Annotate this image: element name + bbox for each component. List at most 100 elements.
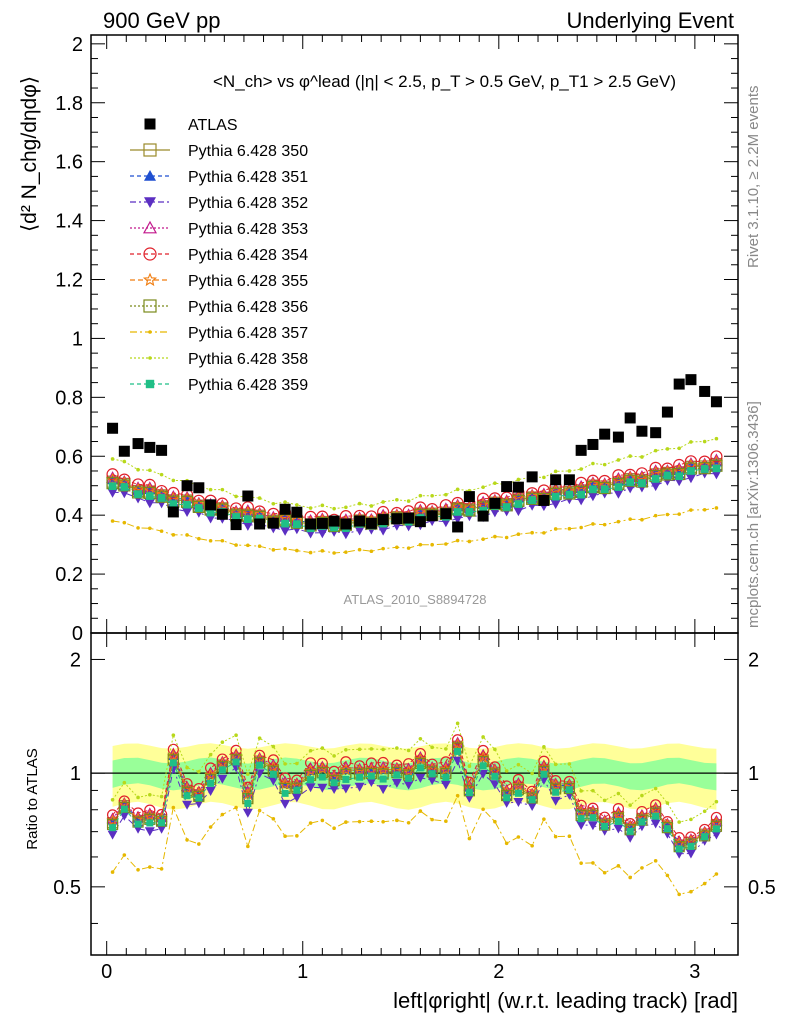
ratio-series-point <box>339 763 352 776</box>
ratio-series-point <box>661 822 674 834</box>
ratio-series-point <box>308 821 313 825</box>
ratio-series-point <box>530 843 534 848</box>
series-point <box>418 542 423 547</box>
atlas-point <box>354 515 366 527</box>
series-point <box>406 546 411 550</box>
ratio-series-point <box>107 830 118 840</box>
ratio-series-point <box>330 779 338 787</box>
ratio-series-point <box>377 763 390 775</box>
atlas-point <box>279 503 291 515</box>
ratio-series-point <box>702 881 707 886</box>
series-point <box>626 478 635 487</box>
atlas-point <box>328 515 340 527</box>
series-point <box>369 549 374 554</box>
series-point <box>444 492 448 497</box>
legend-marker-atlas <box>144 118 156 130</box>
atlas-point <box>377 514 389 526</box>
ratio-series-point <box>702 809 707 814</box>
series-point <box>677 446 681 451</box>
ratio-series-point <box>159 794 164 799</box>
ratio-series-point <box>542 745 546 749</box>
series-point <box>148 468 152 473</box>
main-ytick-label: 1.8 <box>55 93 83 115</box>
ratio-series-point <box>148 792 152 797</box>
ratio-series-point <box>367 772 375 780</box>
ratio-series-point <box>452 734 464 746</box>
series-point <box>122 520 127 525</box>
ratio-series-point <box>377 756 389 769</box>
legend-marker <box>143 299 157 313</box>
series-point <box>136 526 140 530</box>
ratio-series-point <box>205 786 216 796</box>
series-point <box>689 440 693 444</box>
ratio-series-point <box>550 796 561 806</box>
series-point <box>241 505 255 519</box>
atlas-point <box>599 428 611 440</box>
series-point <box>293 520 301 529</box>
ratio-series-point <box>208 752 213 757</box>
ratio-series-point <box>357 747 362 752</box>
ratio-series-point <box>626 827 634 835</box>
atlas-point <box>216 508 228 520</box>
series-point <box>171 478 176 483</box>
ratio-series-point <box>281 789 289 797</box>
series-point <box>675 472 684 481</box>
ratio-series-point <box>204 768 217 781</box>
ratio-series-point <box>685 849 696 859</box>
series-point <box>663 471 672 480</box>
ratio-series-point <box>542 817 546 821</box>
series-point <box>565 490 574 499</box>
ratio-series-point <box>403 780 414 790</box>
series-point <box>653 448 658 453</box>
series-point <box>577 490 586 499</box>
series-point <box>271 501 276 506</box>
ratio-series-point <box>158 819 166 827</box>
ratio-series-point <box>308 748 313 753</box>
series-point <box>108 482 117 491</box>
series-point <box>500 491 513 504</box>
series-point <box>651 475 660 483</box>
series-point <box>242 521 254 531</box>
ratio-series-point <box>712 825 720 833</box>
atlas-point <box>575 444 587 456</box>
legend-marker <box>142 220 158 234</box>
ratio-series-point <box>366 777 377 787</box>
rivet-label: Rivet 3.1.10, ≥ 2.2M events <box>745 85 762 269</box>
series-point <box>614 483 623 491</box>
ratio-series-point <box>369 747 374 751</box>
legend-marker <box>143 247 157 261</box>
atlas-point <box>685 374 697 386</box>
series-point <box>516 477 521 482</box>
ratio-series-point <box>477 750 490 763</box>
legend-marker <box>148 330 152 334</box>
series-point <box>430 493 434 498</box>
atlas-point <box>440 508 452 520</box>
ratio-series-point <box>714 872 719 876</box>
atlas-point <box>118 445 130 457</box>
main-panel: 0 0.2 0.4 0.6 0.8 1 1.2 1.4 1.6 1.8 2 ⟨d² N_chg/dηd… <box>18 34 739 645</box>
ratio-series-point <box>159 867 164 871</box>
ratio-series-line <box>112 746 717 848</box>
ratio-series-point <box>416 764 424 772</box>
series-point <box>295 503 299 507</box>
series-point <box>295 548 299 553</box>
atlas-point <box>193 482 205 494</box>
series-point <box>118 479 131 492</box>
series-point <box>106 468 119 481</box>
ratio-series-point <box>291 793 302 803</box>
ratio-series-point <box>563 782 575 795</box>
ratio-series-point <box>550 774 562 787</box>
atlas-point <box>144 441 156 453</box>
ratio-series-point <box>493 819 497 824</box>
ratio-series-point <box>465 789 473 797</box>
ratio-series-point <box>516 835 521 839</box>
ratio-series-point <box>328 765 340 777</box>
ratio-series-point <box>481 735 485 739</box>
ratio-series-point <box>567 762 572 766</box>
series-point <box>320 549 325 553</box>
ratio-series-point <box>710 811 723 824</box>
series-point <box>169 500 178 508</box>
ratio-series-point <box>444 747 448 751</box>
series-point <box>640 455 644 459</box>
atlas-point <box>699 385 711 397</box>
